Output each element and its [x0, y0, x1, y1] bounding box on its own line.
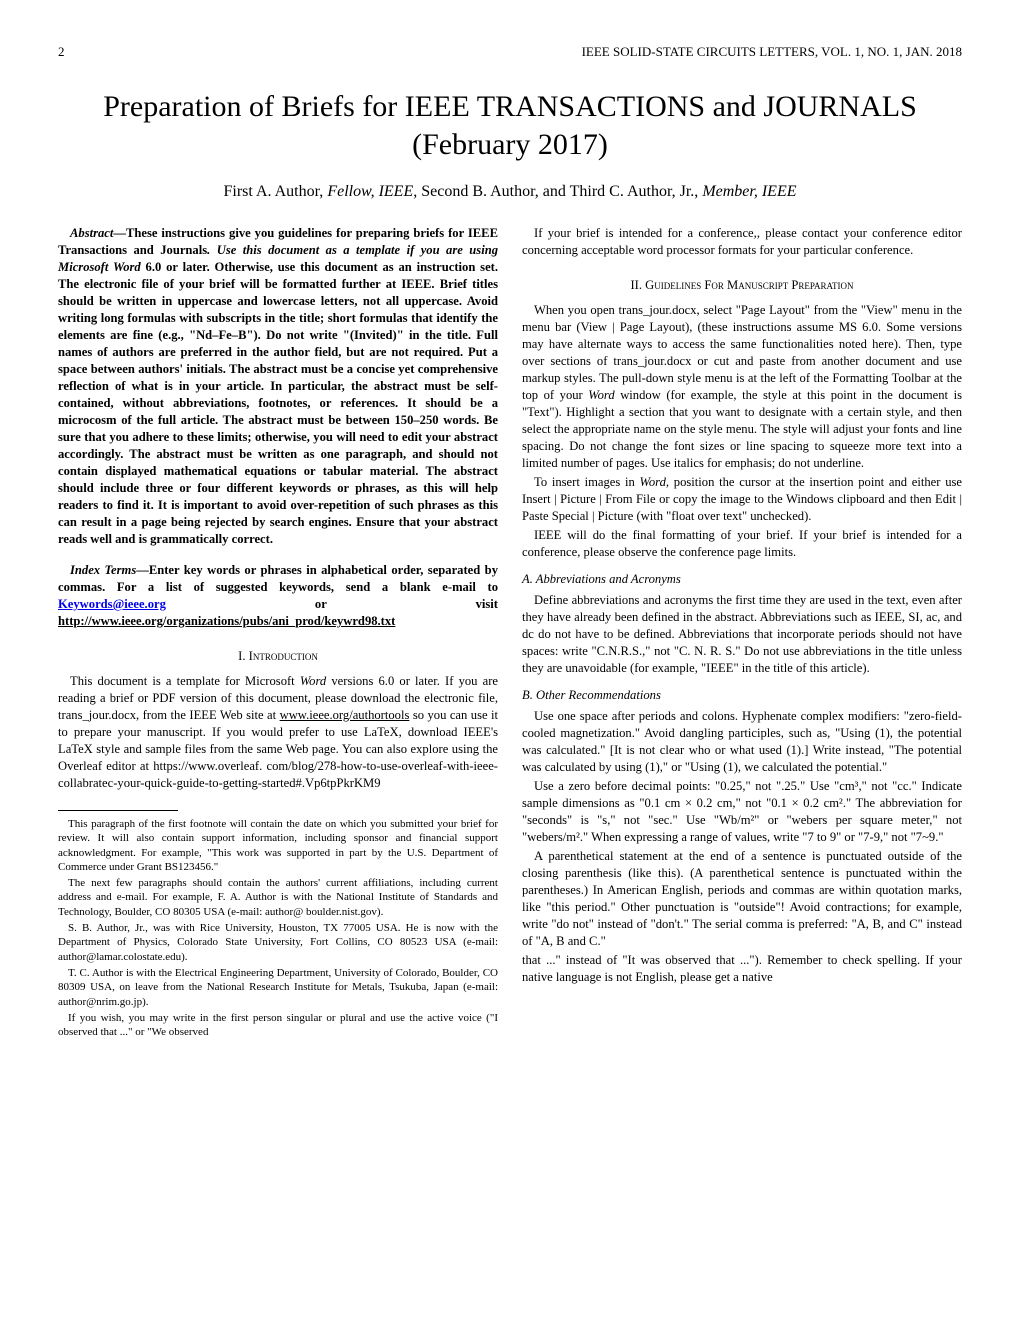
footnote-rule [58, 810, 178, 811]
paper-title: Preparation of Briefs for IEEE TRANSACTI… [58, 88, 962, 163]
intro-paragraph: This document is a template for Microsof… [58, 673, 498, 792]
footnote-1: This paragraph of the first footnote wil… [58, 817, 498, 874]
sub-b-p1: Use one space after periods and colons. … [522, 708, 962, 776]
sub-b-p4: that ..." instead of "It was observed th… [522, 952, 962, 986]
index-terms-text-2: or visit [166, 597, 498, 611]
s2-p2: To insert images in Word, position the c… [522, 474, 962, 525]
authors-pre: First A. Author, [223, 183, 327, 200]
subsection-a-heading: A. Abbreviations and Acronyms [522, 571, 962, 588]
intro-word: Word [300, 674, 326, 688]
col2-p1: If your brief is intended for a conferen… [522, 225, 962, 259]
footnote-2: The next few paragraphs should contain t… [58, 876, 498, 919]
abstract-word: Word [113, 260, 141, 274]
abstract-dash: — [113, 226, 126, 240]
col2-p1-a: If your brief is intended for a conferen… [534, 226, 754, 240]
authors-line: First A. Author, Fellow, IEEE, Second B.… [58, 183, 962, 201]
index-terms-label: Index Terms [70, 563, 136, 577]
page-number: 2 [58, 44, 65, 60]
abstract-text-2: 6.0 or later. Otherwise, use this docume… [58, 260, 498, 546]
section-1-heading: I. Introduction [58, 648, 498, 665]
journal-header: IEEE SOLID-STATE CIRCUITS LETTERS, VOL. … [582, 44, 962, 60]
intro-p1-a: This document is a template for Microsof… [70, 674, 300, 688]
page-header: 2 IEEE SOLID-STATE CIRCUITS LETTERS, VOL… [58, 44, 962, 60]
s2-word2: Word, [640, 475, 670, 489]
index-terms-email[interactable]: Keywords@ieee.org [58, 597, 166, 611]
sub-b-p3: A parenthetical statement at the end of … [522, 848, 962, 950]
footnote-5: If you wish, you may write in the first … [58, 1011, 498, 1040]
s2-word: Word [588, 388, 614, 402]
intro-url: www.ieee.org/authortools [280, 708, 410, 722]
footnote-4: T. C. Author is with the Electrical Engi… [58, 966, 498, 1009]
authors-mid: , Second B. Author, and Third C. Author,… [413, 183, 702, 200]
abstract: Abstract—These instructions give you gui… [58, 225, 498, 548]
s2-p2-a: To insert images in [534, 475, 640, 489]
abstract-label: Abstract [70, 226, 113, 240]
authors-fellow: Fellow, IEEE [327, 183, 413, 200]
section-2-heading: II. Guidelines For Manuscript Preparatio… [522, 277, 962, 294]
sub-b-p2: Use a zero before decimal points: "0.25,… [522, 778, 962, 846]
s2-p3: IEEE will do the final formatting of you… [522, 527, 962, 561]
s2-p1: When you open trans_jour.docx, select "P… [522, 302, 962, 472]
subsection-b-heading: B. Other Recommendations [522, 687, 962, 704]
footnote-3: S. B. Author, Jr., was with Rice Univers… [58, 921, 498, 964]
index-terms-url: http://www.ieee.org/organizations/pubs/a… [58, 614, 395, 628]
sub-a-p1: Define abbreviations and acronyms the fi… [522, 592, 962, 677]
index-terms: Index Terms—Enter key words or phrases i… [58, 562, 498, 630]
authors-member: Member, IEEE [702, 183, 796, 200]
